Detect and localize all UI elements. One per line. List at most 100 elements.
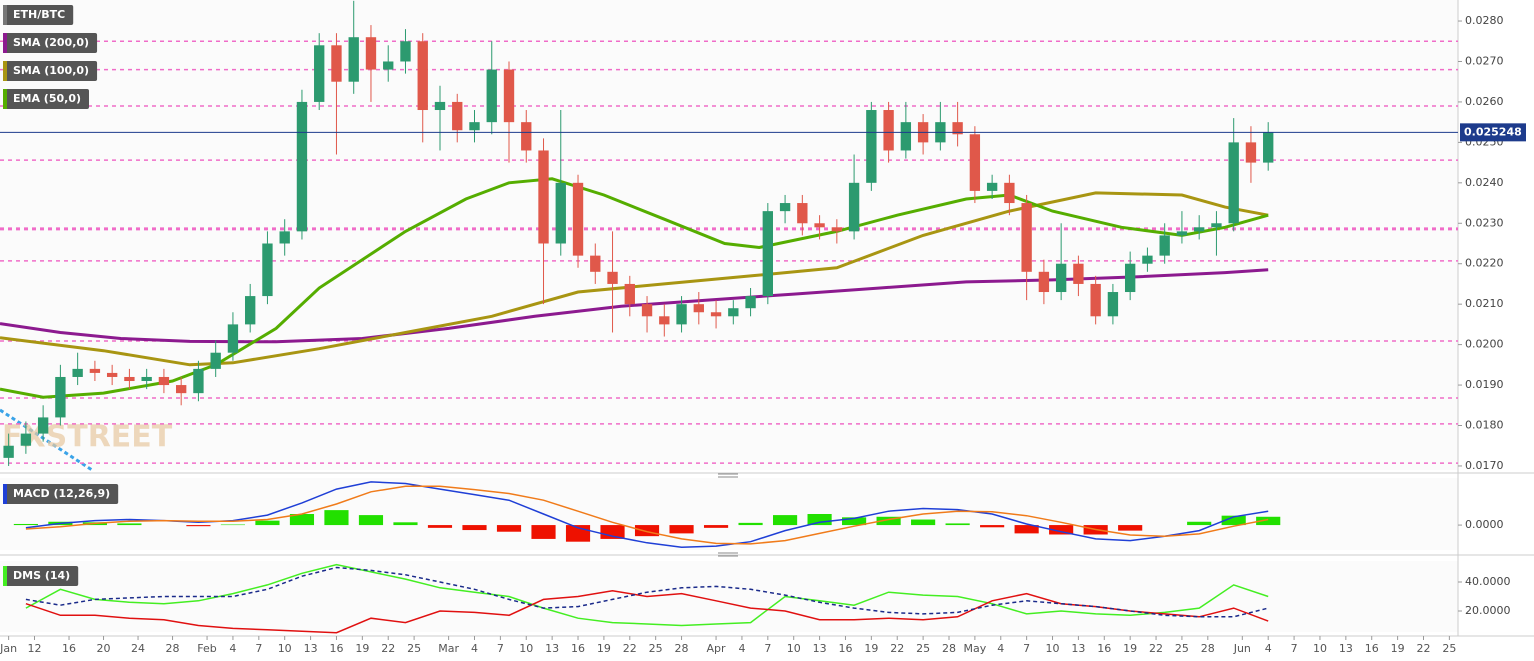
candle-body	[572, 182, 584, 256]
y-tick-label: 0.0170	[1465, 459, 1504, 472]
x-tick-label: Apr	[707, 642, 727, 655]
histogram-bar	[220, 524, 246, 526]
resize-grip[interactable]	[718, 473, 738, 557]
histogram-bar	[980, 525, 1005, 528]
legend-swatch	[3, 89, 7, 109]
candle-body	[1176, 231, 1188, 236]
candle-body	[37, 417, 49, 434]
histogram-bar	[1187, 521, 1212, 526]
candle-body	[521, 122, 532, 151]
y-tick-label: 0.0230	[1465, 216, 1504, 229]
x-tick-label: 28	[1201, 642, 1215, 655]
candle-body	[365, 37, 377, 70]
x-tick-label: 22	[1416, 642, 1430, 655]
x-tick-label: 7	[1291, 642, 1298, 655]
x-tick-label: 13	[304, 642, 318, 655]
legend-item: ETH/BTC	[3, 5, 74, 25]
y-tick-label: 0.0240	[1465, 176, 1504, 189]
legend-item: SMA (100,0)	[3, 61, 98, 81]
candle-body	[383, 61, 394, 70]
x-tick-label: 16	[571, 642, 585, 655]
candle-body	[175, 385, 187, 394]
legend-label: ETH/BTC	[13, 8, 65, 21]
y-tick-label: 0.0210	[1465, 297, 1504, 310]
x-tick-label: 7	[1023, 642, 1030, 655]
histogram-bar	[324, 510, 349, 526]
x-tick-label: 7	[255, 642, 262, 655]
candle-body	[400, 41, 411, 62]
histogram-bar	[1014, 525, 1039, 534]
candle-body	[1055, 263, 1067, 293]
histogram-bar	[358, 515, 384, 526]
candle-body	[1107, 292, 1119, 317]
histogram-bar	[911, 519, 936, 526]
candle-body	[814, 223, 825, 228]
candle-body	[124, 376, 135, 382]
histogram-bar	[1221, 515, 1246, 526]
x-tick-label: 13	[1071, 642, 1085, 655]
candle-body	[486, 69, 497, 123]
legend-box	[3, 61, 98, 81]
legend-swatch	[3, 61, 7, 81]
candle-body	[952, 122, 963, 135]
x-tick-label: 16	[838, 642, 852, 655]
x-tick-label: 25	[1442, 642, 1456, 655]
candle-body	[72, 368, 83, 377]
candle-body	[1245, 142, 1257, 163]
x-tick-label: 13	[545, 642, 559, 655]
candle-body	[590, 255, 601, 272]
candle-body	[1124, 263, 1136, 293]
x-tick-label: 16	[329, 642, 343, 655]
candle-body	[1073, 263, 1084, 284]
candle-body	[848, 182, 860, 232]
histogram-bar	[531, 525, 556, 539]
histogram-bar	[703, 525, 729, 528]
candle-body	[141, 376, 152, 382]
y-tick-label: 0.0200	[1465, 338, 1504, 351]
candle-body	[831, 227, 843, 232]
x-tick-label: 19	[864, 642, 878, 655]
histogram-bar	[117, 523, 142, 526]
candle-body	[676, 304, 687, 325]
candle-body	[314, 45, 325, 102]
x-tick-label: 12	[28, 642, 42, 655]
indicator-line	[0, 177, 1269, 399]
indicator-line	[25, 566, 1269, 618]
candle-body	[1159, 235, 1170, 256]
legend-box	[3, 566, 79, 586]
legend-label: SMA (200,0)	[13, 36, 89, 49]
last-price-box	[1460, 123, 1526, 142]
histogram-bar	[945, 523, 970, 526]
candle-body	[1194, 227, 1205, 232]
x-tick-label: 4	[997, 642, 1004, 655]
candle-body	[1142, 255, 1153, 264]
y-tick-label: 0.0180	[1465, 419, 1504, 432]
candle-body	[210, 352, 221, 369]
legend-item: MACD (12,26,9)	[3, 484, 119, 504]
x-tick-label: May	[964, 642, 987, 655]
candle-body	[348, 37, 359, 82]
x-tick-label: Feb	[197, 642, 216, 655]
candle-body	[452, 101, 463, 131]
x-tick-label: 10	[1046, 642, 1060, 655]
y-tick-label: 20.0000	[1465, 604, 1511, 617]
indicator-line	[25, 485, 1269, 545]
y-tick-label: 0.0270	[1465, 54, 1504, 67]
x-tick-label: 22	[623, 642, 637, 655]
histogram-bar	[255, 520, 280, 526]
candle-body	[158, 376, 170, 386]
candle-body	[279, 231, 290, 244]
candle-body	[986, 182, 998, 191]
indicator-line	[25, 563, 1269, 627]
candle-body	[331, 45, 342, 82]
x-tick-label: 10	[1313, 642, 1327, 655]
histogram-bar	[427, 525, 453, 528]
candle-body	[607, 271, 618, 284]
x-tick-label: 19	[597, 642, 611, 655]
x-tick-label: 22	[1149, 642, 1163, 655]
legend-item: EMA (50,0)	[3, 89, 89, 109]
candle-body	[969, 134, 981, 191]
candle-body	[797, 203, 808, 224]
dms-panel	[0, 561, 1458, 632]
